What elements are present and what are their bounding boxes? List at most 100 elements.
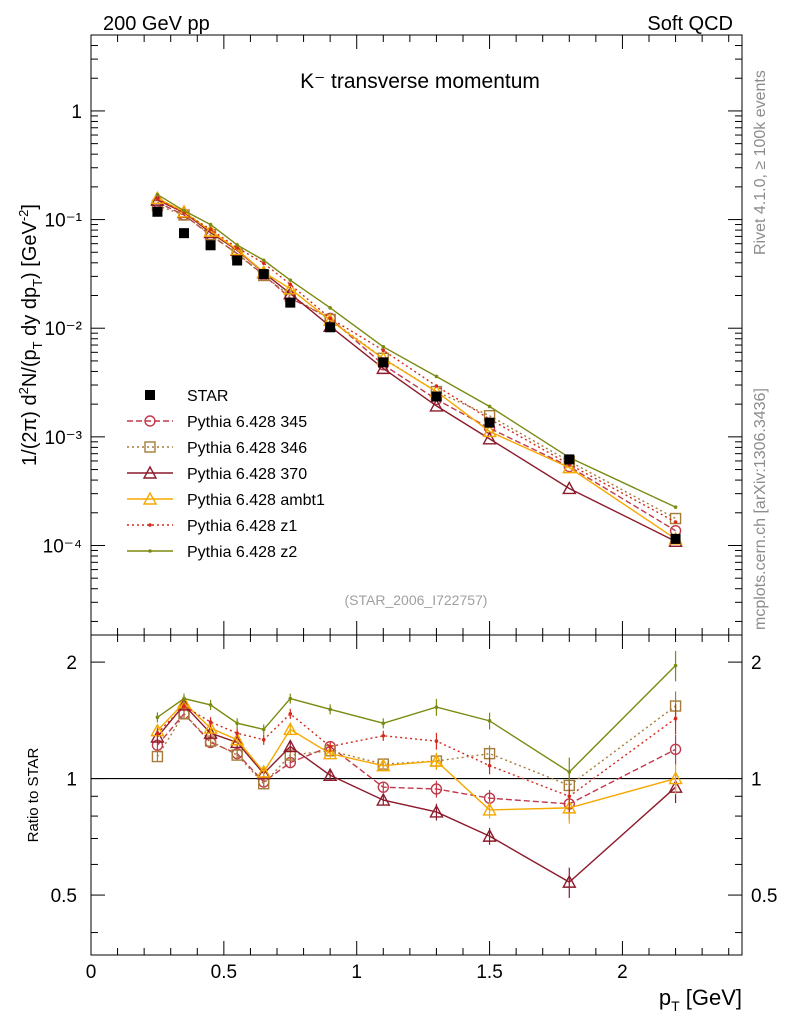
header-left: 200 GeV pp [103,13,210,35]
star-data-point [484,417,495,428]
ratio-point-marker [322,767,338,781]
point-marker [208,222,213,227]
legend-label: Pythia 6.428 345 [187,414,307,431]
ratio-point-marker [235,721,239,726]
point-marker [434,384,439,388]
ratio-point-marker [434,705,439,709]
series-line [157,193,676,508]
ratio-point-marker [288,696,293,701]
legend-label-star: STAR [187,388,228,405]
star-data-point [232,255,243,266]
y-tick-label: 10⁻⁴ [43,536,82,557]
ratio-tick-label-right: 1 [751,770,762,791]
point-marker [203,223,218,237]
legend-marker [144,415,156,427]
series-ratio-line [157,665,677,773]
legend-label: Pythia 6.428 346 [187,440,307,457]
ratio-point-marker [203,720,218,734]
legend-label: Pythia 6.428 z2 [187,544,297,561]
ratio-point-marker [429,753,444,767]
legend-marker [142,491,158,505]
star-data-point [179,228,189,239]
point-marker [182,208,186,213]
ratio-point-marker [562,874,577,888]
point-marker [562,460,577,474]
ratio-point-marker [567,770,572,774]
svg-text:pT [GeV]: pT [GeV] [659,985,742,1014]
x-tick-label: 1.5 [476,962,502,983]
series-5 [155,192,678,788]
star-data [152,206,681,544]
point-marker [328,316,332,321]
header-right: Soft QCD [647,13,733,35]
plot-area [150,190,683,898]
point-marker [155,197,160,201]
point-marker [429,398,444,412]
y-axis-label: 1/(2π) d2N/(pT dy dpT) [GeV-2] [16,204,45,466]
ratio-point-marker [283,739,298,753]
ratio-point-marker [322,746,338,760]
point-marker [381,345,386,349]
ratio-point-marker [376,792,391,806]
point-marker [434,374,439,379]
ratio-point-marker [673,716,678,721]
ratio-point-marker [208,703,213,707]
ratio-tick-label-right: 2 [751,653,762,674]
point-marker [261,258,266,263]
legend: STAR Pythia 6.428 345 Pythia 6.428 346 Pyth… [127,388,325,561]
legend-marker-star [145,390,155,400]
point-marker [288,278,293,282]
rivet-version-label: Rivet 4.1.0, ≥ 100k events [752,70,769,255]
point-marker [482,424,497,438]
legend-marker [148,523,152,527]
ratio-point-marker [288,712,293,716]
point-marker [376,360,391,375]
ratio-point-marker [155,715,160,720]
series-4 [155,197,678,813]
ratio-point-marker [283,721,298,736]
ratio-point-marker [668,771,683,785]
ratio-point-marker [487,763,492,768]
legend-marker [148,549,152,553]
series-ratio-line [156,705,676,787]
legend-label: Pythia 6.428 370 [187,466,307,483]
ratio-point-marker [328,707,332,712]
x-tick-label: 2 [617,962,628,983]
ratio-point-marker [482,802,497,816]
analysis-tag: (STAR_2006_I722757) [345,592,488,608]
ratio-point-marker [376,758,391,772]
point-marker [673,505,678,509]
chart-title: K⁻ transverse momentum [300,70,540,93]
ratio-point-marker [151,750,164,763]
series-ratio-line [156,705,676,798]
ratio-point-marker [261,737,266,742]
point-marker [150,190,165,205]
point-marker [208,227,213,232]
point-marker [487,404,492,409]
ratio-point-marker [231,749,243,761]
ratio-point-marker [256,766,271,780]
ratio-point-marker [669,743,682,756]
point-marker [673,520,678,524]
point-marker [482,431,497,445]
point-marker [261,261,266,265]
legend-label: Pythia 6.428 z1 [187,518,297,535]
star-data-point [152,206,163,217]
x-axis-label: pT [GeV] [659,985,742,1014]
point-marker [235,243,239,247]
star-data-point [564,454,575,465]
y-tick-label: 1 [71,102,82,123]
point-marker [283,281,298,295]
axes: 0 0.5 1 1.5 2 1 10⁻¹ 10⁻² 10⁻³ 10⁻⁴ 0.5 0.5 1 1 2 2 [43,34,777,983]
ratio-point-marker [229,734,245,749]
ratio-point-marker [377,781,389,793]
point-marker [235,245,239,250]
series-line [157,198,676,523]
series-line [157,197,676,540]
ratio-point-marker [182,704,186,708]
point-marker [381,348,386,353]
ratio-point-marker [150,729,165,743]
ratio-point-marker [487,719,492,723]
x-tick-label: 0 [86,962,97,983]
ratio-point-marker [482,828,497,842]
